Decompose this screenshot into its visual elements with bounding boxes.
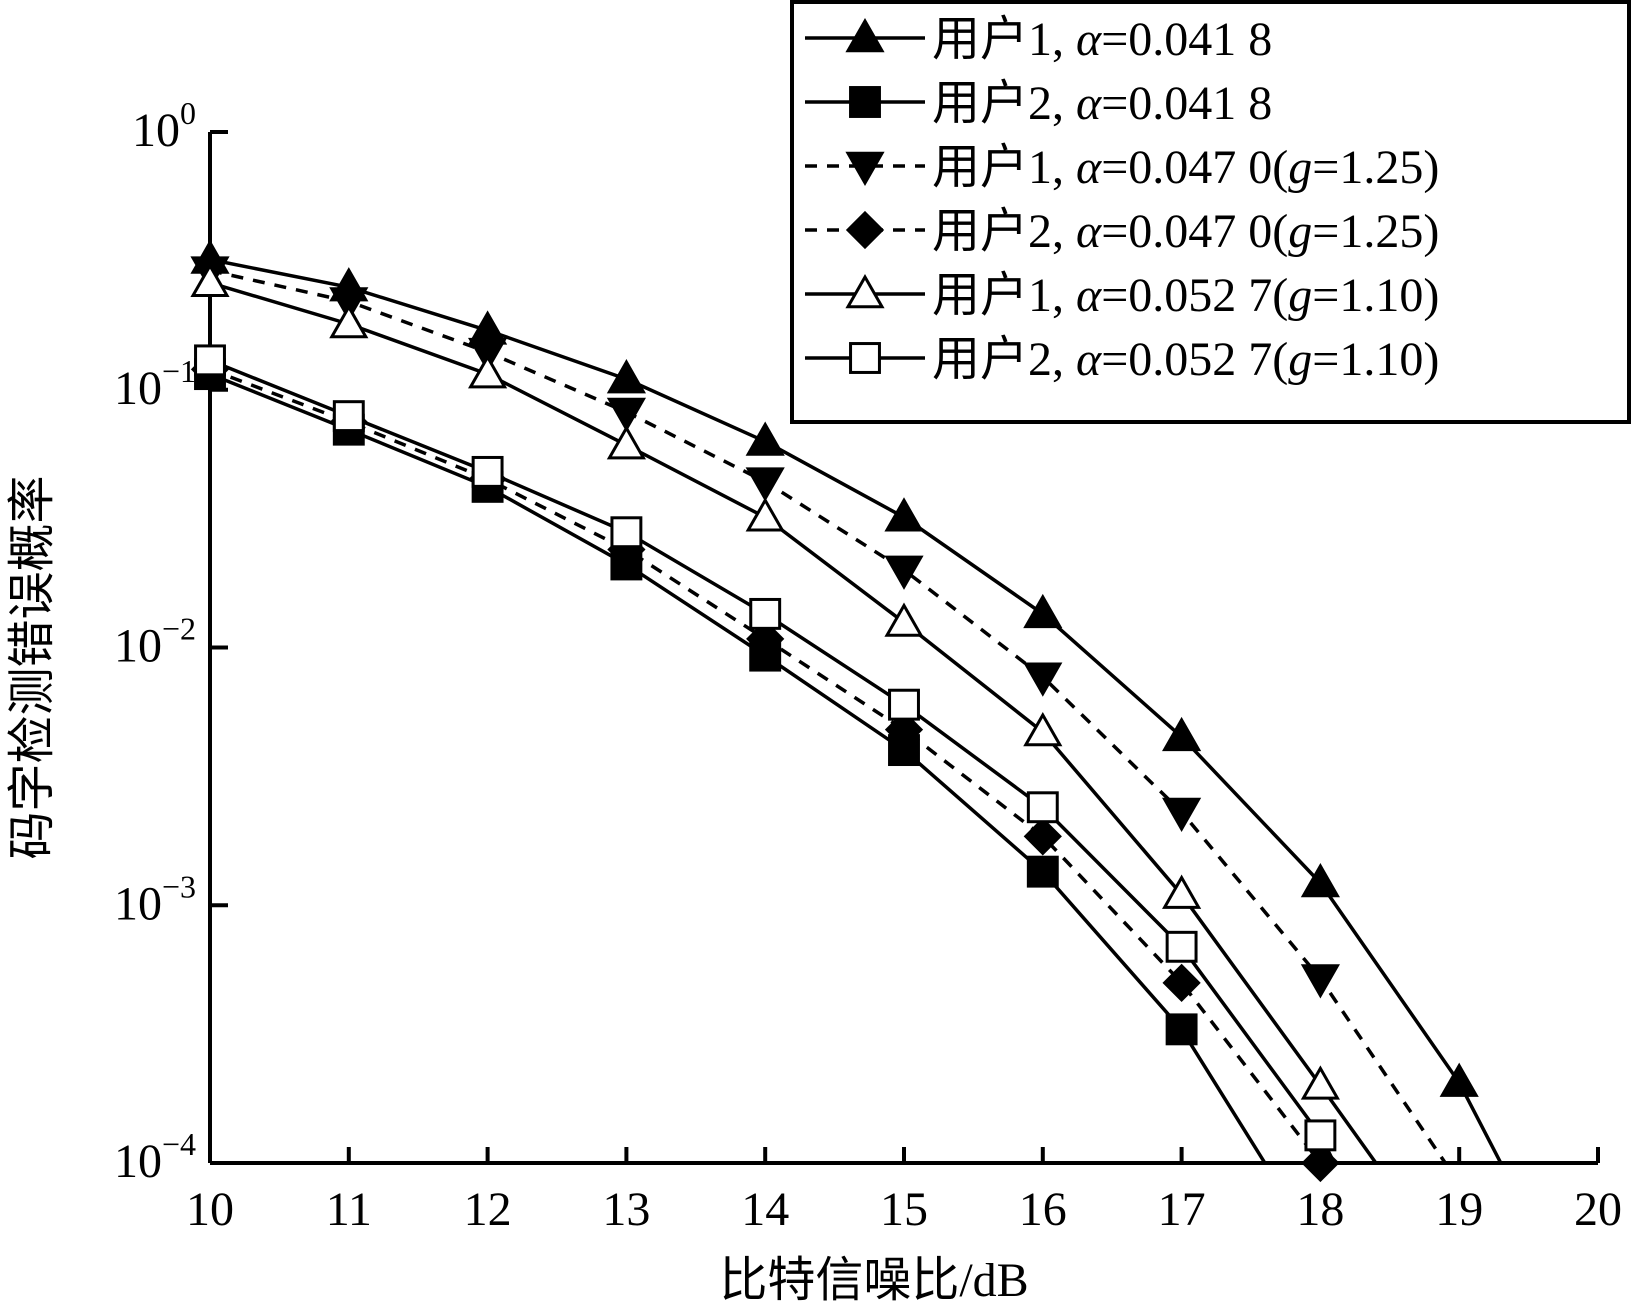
data-point-triangle-up [745,497,785,532]
legend-box [790,0,1631,424]
data-point-square [1026,791,1059,824]
data-point-triangle-down [745,467,785,502]
data-point-triangle-down [1300,964,1340,999]
legend-label: 用户2, α=0.041 8 [932,77,1272,130]
data-point-triangle-up [1300,862,1340,898]
data-point-triangle-up [884,602,924,637]
data-point-triangle-down [606,397,646,432]
x-tick-label: 17 [1158,1183,1206,1236]
x-tick-label: 20 [1574,1183,1622,1236]
legend-entry: 用户1, α=0.041 8 [805,13,1272,66]
y-axis-label: 码字检测错误概率 [6,475,59,859]
legend-entry: 用户1, α=0.052 7(g=1.10) [805,269,1439,322]
data-point-triangle-down [884,555,924,590]
series-line [209,372,1267,1164]
series-line [209,281,1378,1165]
legend-label: 用户1, α=0.041 8 [932,13,1272,66]
data-point-square [849,342,881,374]
x-axis-label: 比特信噪比/dB [719,1254,1028,1307]
data-point-diamond [884,710,924,749]
data-point-triangle-up [606,425,646,460]
data-point-triangle-up [1439,1062,1479,1097]
data-point-square [471,455,504,488]
data-point-diamond [845,210,885,250]
data-point-triangle-down [329,287,369,322]
data-point-triangle-up [745,421,785,456]
legend-entry: 用户1, α=0.047 0(g=1.25) [805,141,1439,194]
y-tick-label: 10−3 [114,868,196,930]
x-tick-label: 16 [1019,1183,1067,1236]
data-point-triangle-up [1023,593,1063,629]
data-point-triangle-up [468,354,508,389]
legend-entry: 用户2, α=0.041 8 [805,77,1272,130]
data-point-diamond [746,619,785,659]
data-point-triangle-up [1162,716,1202,752]
data-point-triangle-up [1300,1065,1340,1100]
data-point-triangle-up [190,262,230,298]
series-5 [190,262,1378,1165]
y-tick-label: 10−1 [114,353,196,415]
legend-entry: 用户2, α=0.047 0(g=1.25) [805,205,1439,258]
data-point-square [1026,855,1059,888]
data-point-square [610,516,643,549]
x-tick-label: 10 [186,1183,234,1236]
data-point-square [1304,1119,1337,1152]
x-tick-label: 12 [464,1183,512,1236]
legend-label: 用户2, α=0.047 0(g=1.25) [932,205,1439,258]
data-point-square [1165,1013,1198,1046]
data-point-triangle-up [606,359,646,394]
data-point-triangle-down [1023,662,1063,697]
legend-label: 用户1, α=0.052 7(g=1.10) [932,269,1439,322]
series-layer [190,239,1503,1183]
data-point-square [888,688,920,721]
data-point-diamond [1023,817,1062,856]
data-point-square [1165,930,1198,963]
x-tick-label: 11 [326,1183,372,1236]
data-point-triangle-up [845,273,885,309]
data-point-triangle-up [845,17,885,53]
data-point-diamond [1162,963,1201,1002]
x-tick-label: 14 [741,1183,789,1236]
axes: 10 11 12 13 14 15 16 17 18 19 20 100 10−1 10−2 10−3 10−… [114,95,1622,1236]
data-point-square [194,344,226,377]
series-line [209,268,1447,1164]
y-tick-label: 10−2 [114,611,196,673]
y-tick-label: 100 [132,95,196,157]
series-line [209,358,1336,1164]
data-point-triangle-up [884,497,924,532]
legend: 用户1, α=0.041 8 用户2, α=0.041 8 用户1, α=0.047… [790,0,1631,424]
data-point-triangle-down [845,151,885,187]
data-point-triangle-up [1023,711,1063,747]
data-point-triangle-up [1162,874,1202,909]
series-2 [194,358,1267,1164]
data-point-triangle-down [1162,797,1202,833]
x-tick-label: 19 [1435,1183,1483,1236]
legend-entry: 用户2, α=0.052 7(g=1.10) [805,333,1439,386]
x-tick-label: 15 [880,1183,928,1236]
legend-label: 用户1, α=0.047 0(g=1.25) [932,141,1439,194]
data-point-square [332,400,365,433]
x-tick-label: 18 [1296,1183,1344,1236]
data-point-square [849,86,881,118]
data-point-square [749,597,782,630]
legend-label: 用户2, α=0.052 7(g=1.10) [932,333,1439,386]
series-6 [194,344,1337,1164]
x-tick-label: 13 [602,1183,650,1236]
y-tick-label: 10−4 [114,1126,196,1188]
data-point-triangle-up [329,303,369,339]
